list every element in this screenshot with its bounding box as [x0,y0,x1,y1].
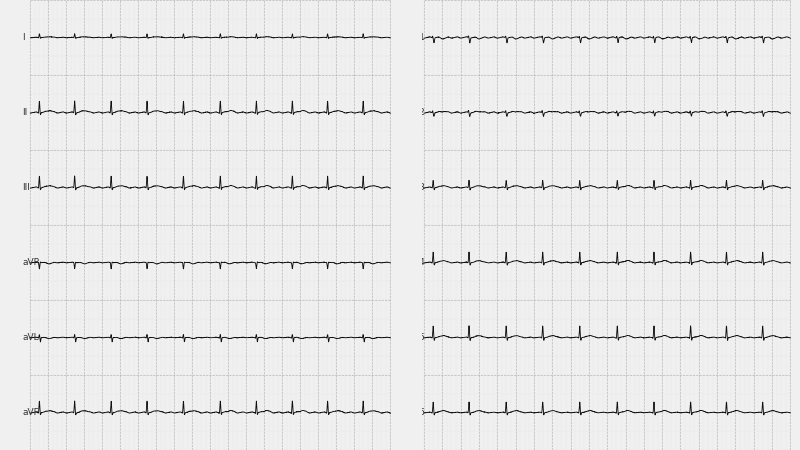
Text: V1: V1 [414,33,426,42]
Text: V2: V2 [414,108,426,117]
Text: V4: V4 [414,258,426,267]
Text: III: III [22,183,30,192]
Text: I: I [22,33,25,42]
Text: II: II [22,108,28,117]
Bar [392,0,422,450]
Text: V3: V3 [414,183,426,192]
Text: aVF: aVF [22,408,39,417]
Text: aVL: aVL [22,333,39,342]
Text: aVR: aVR [22,258,40,267]
Text: V6: V6 [414,408,426,417]
Text: V5: V5 [414,333,426,342]
